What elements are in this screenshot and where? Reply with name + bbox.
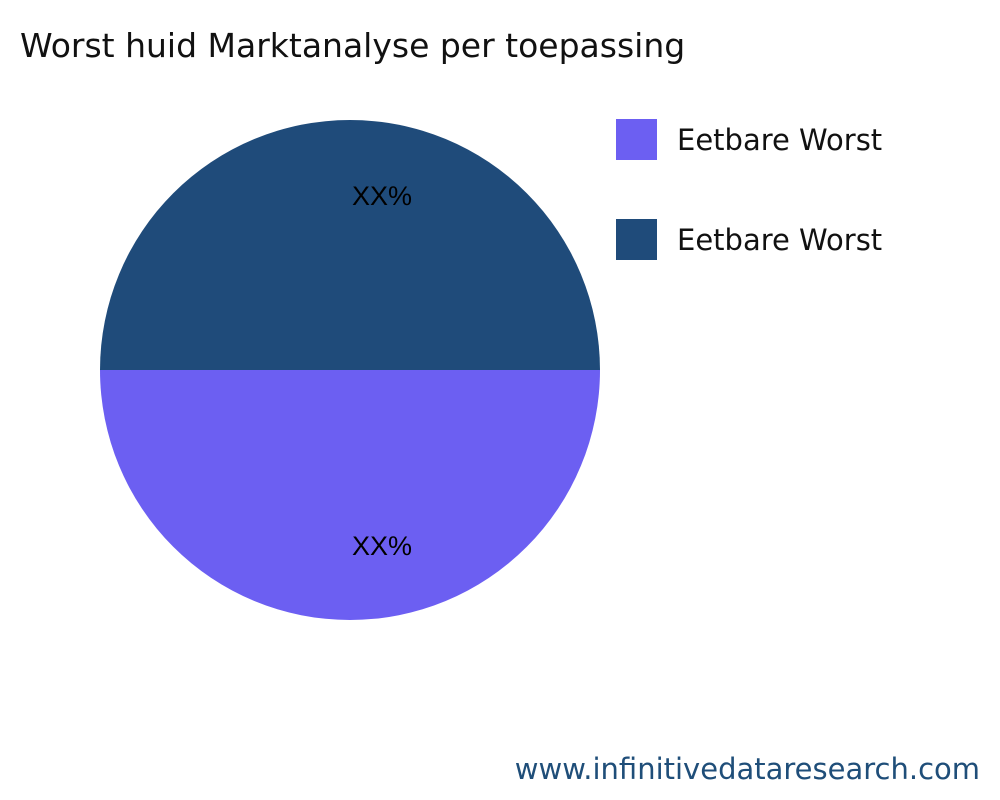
pie-slice	[100, 120, 600, 370]
footer-website: www.infinitivedataresearch.com	[514, 752, 980, 786]
slice-label: XX%	[352, 531, 412, 561]
slice-label: XX%	[352, 181, 412, 211]
legend-label: Eetbare Worst	[677, 122, 883, 157]
pie-slice	[100, 370, 600, 620]
legend-swatch	[616, 119, 657, 160]
legend-swatch	[616, 219, 657, 260]
legend-item: Eetbare Worst	[616, 219, 882, 260]
chart-title: Worst huid Marktanalyse per toepassing	[20, 26, 686, 65]
legend-label: Eetbare Worst	[677, 222, 883, 257]
legend-item: Eetbare Worst	[616, 119, 882, 160]
